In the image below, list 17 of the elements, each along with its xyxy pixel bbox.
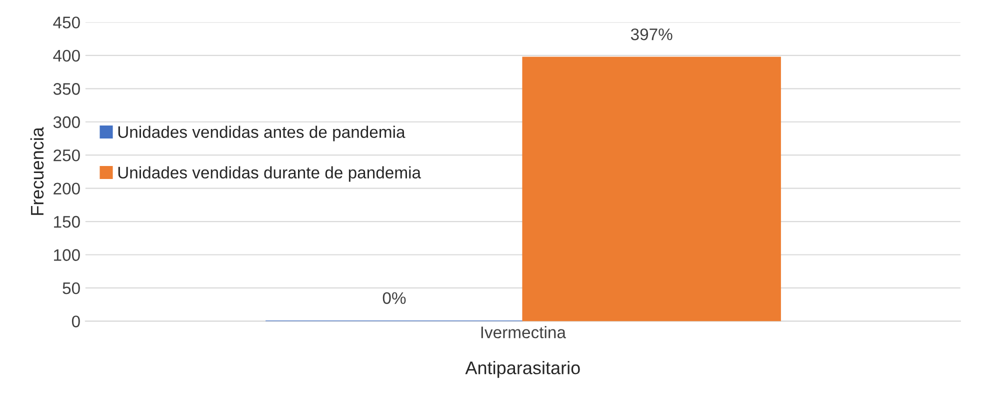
x-axis-title: Antiparasitario (465, 361, 580, 378)
y-tick-label: 100 (54, 249, 80, 261)
y-tick-label: 400 (53, 50, 80, 62)
x-tick-label: Ivermectina (481, 326, 566, 338)
legend-label: Unidades vendidas durante de pandemia (118, 166, 422, 182)
y-tick-label: 250 (54, 149, 80, 162)
y-axis-title: Frecuencia (30, 127, 44, 215)
y-tick-label: 200 (54, 182, 80, 195)
y-tick-label: 350 (53, 83, 80, 95)
y-tick-label: 0 (72, 316, 80, 328)
data-label: 397% (630, 28, 672, 40)
y-tick-label: 50 (62, 282, 80, 294)
legend-label: Unidades vendidas antes de pandemia (118, 126, 406, 142)
y-tick-label: 450 (53, 16, 80, 28)
data-label: 0% (382, 292, 406, 304)
y-tick-label: 150 (54, 216, 80, 228)
y-tick-label: 300 (53, 116, 80, 128)
